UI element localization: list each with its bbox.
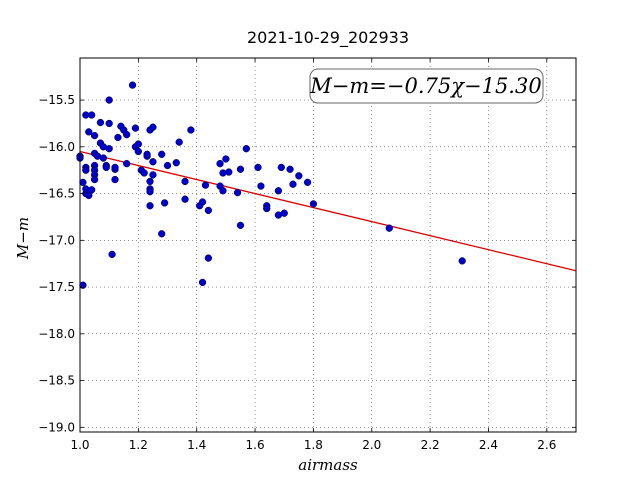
- data-point: [295, 172, 303, 180]
- data-point: [458, 257, 466, 265]
- y-tick-label: −15.5: [38, 93, 75, 107]
- data-point: [140, 169, 148, 177]
- y-tick-label: −17.5: [38, 280, 75, 294]
- data-point: [149, 158, 157, 166]
- data-point: [128, 81, 137, 89]
- data-point: [111, 175, 119, 184]
- data-point: [303, 178, 312, 187]
- data-point: [286, 165, 294, 173]
- data-point: [222, 155, 230, 163]
- data-point: [242, 145, 250, 153]
- y-axis-label: M−m: [14, 217, 32, 260]
- data-point: [158, 150, 166, 158]
- data-point: [198, 278, 207, 287]
- x-tick-label: 1.0: [70, 438, 89, 452]
- data-point: [105, 96, 113, 104]
- data-point: [289, 180, 297, 188]
- fit-line: [79, 150, 577, 272]
- data-point: [131, 124, 140, 132]
- x-tick-label: 1.6: [246, 438, 265, 452]
- x-tick-label: 1.2: [129, 438, 148, 452]
- y-tick-label: −19.0: [38, 420, 75, 434]
- x-tick-label: 2.0: [362, 438, 381, 452]
- data-point: [79, 281, 87, 289]
- data-point: [149, 171, 157, 179]
- data-point: [114, 133, 122, 142]
- data-point: [160, 199, 169, 207]
- data-point: [254, 163, 262, 172]
- data-point: [123, 160, 131, 168]
- data-point: [123, 131, 131, 139]
- data-point: [175, 138, 183, 146]
- data-point: [172, 159, 180, 167]
- data-point: [187, 126, 195, 134]
- data-point: [102, 163, 110, 172]
- fit-equation-text: M−m=−0.75χ−15.30: [309, 74, 541, 98]
- data-point: [146, 188, 154, 196]
- data-point: [204, 206, 213, 215]
- x-tick-label: 2.4: [479, 438, 498, 452]
- data-point: [201, 181, 210, 189]
- x-axis-label: airmass: [298, 456, 358, 474]
- data-point: [105, 119, 113, 128]
- data-point: [274, 187, 283, 195]
- data-point: [146, 202, 154, 210]
- data-point: [134, 147, 143, 156]
- data-point: [149, 123, 157, 131]
- data-point: [236, 221, 245, 230]
- data-point: [163, 161, 172, 170]
- data-point: [216, 160, 224, 168]
- data-point: [99, 154, 107, 162]
- data-point: [236, 165, 245, 173]
- x-tick-label: 1.8: [304, 438, 323, 452]
- data-point: [204, 254, 213, 262]
- chart-title: 2021-10-29_202933: [247, 28, 409, 48]
- x-tick-label: 2.2: [421, 438, 440, 452]
- x-tick-label: 2.6: [537, 438, 556, 452]
- data-point: [88, 111, 96, 119]
- y-tick-label: −18.5: [38, 374, 75, 388]
- data-point: [233, 188, 242, 197]
- data-point: [85, 191, 93, 200]
- y-tick-label: −17.0: [38, 233, 75, 247]
- data-point: [257, 182, 265, 190]
- data-point: [105, 145, 113, 153]
- data-point: [82, 166, 90, 174]
- y-tick-label: −16.5: [38, 187, 75, 201]
- fit-equation-frame: [309, 68, 544, 104]
- plot-frame: [79, 57, 577, 433]
- data-point: [108, 250, 116, 259]
- y-tick-label: −16.0: [38, 140, 75, 154]
- data-point: [277, 163, 285, 172]
- data-point: [85, 128, 93, 136]
- data-point: [96, 118, 105, 127]
- data-point: [90, 175, 99, 184]
- data-point: [181, 195, 189, 203]
- y-tick-label: −18.0: [38, 327, 75, 341]
- data-point: [111, 163, 119, 172]
- data-point: [309, 200, 318, 208]
- data-point: [146, 177, 154, 186]
- data-point: [225, 168, 233, 176]
- data-point: [198, 198, 207, 206]
- fit-equation-box: M−m=−0.75χ−15.30: [309, 68, 544, 104]
- data-point: [88, 186, 96, 194]
- data-point: [79, 178, 87, 187]
- plot-area: 1.0 1.2 1.4 1.6 1.8 2.0 2.2 2.4 2.6 −15.5 −16.0 −16…: [38, 57, 577, 452]
- data-point: [280, 209, 288, 217]
- data-point: [385, 224, 393, 232]
- data-point: [158, 230, 166, 238]
- data-point: [219, 187, 227, 195]
- data-point: [134, 140, 143, 148]
- x-tick-label: 1.4: [187, 438, 206, 452]
- data-point: [263, 204, 271, 213]
- data-point: [143, 150, 151, 158]
- data-point: [181, 177, 189, 186]
- data-point: [90, 131, 99, 140]
